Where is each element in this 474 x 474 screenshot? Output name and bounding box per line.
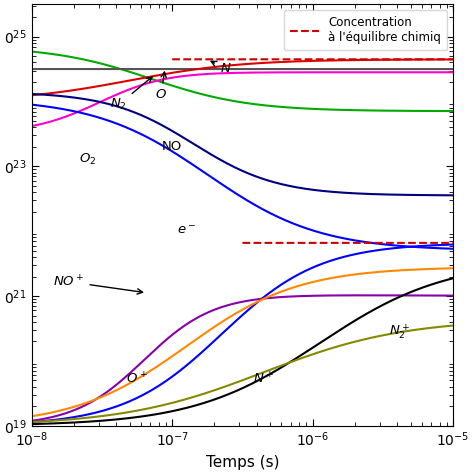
- X-axis label: Temps (s): Temps (s): [206, 455, 279, 470]
- Text: $NO^+$: $NO^+$: [53, 274, 143, 294]
- Text: $e^-$: $e^-$: [177, 225, 196, 237]
- Legend: Concentration
à l'équilibre chimiq: Concentration à l'équilibre chimiq: [283, 10, 447, 50]
- Text: NO: NO: [162, 140, 182, 153]
- Text: $N_2^+$: $N_2^+$: [389, 322, 410, 341]
- Text: $O_2$: $O_2$: [79, 152, 97, 167]
- Text: $N_2$: $N_2$: [110, 77, 152, 112]
- Text: $O$: $O$: [155, 72, 167, 101]
- Text: $N$: $N$: [211, 61, 231, 75]
- Text: $O^+$: $O^+$: [126, 371, 148, 387]
- Text: $N^+$: $N^+$: [253, 371, 274, 387]
